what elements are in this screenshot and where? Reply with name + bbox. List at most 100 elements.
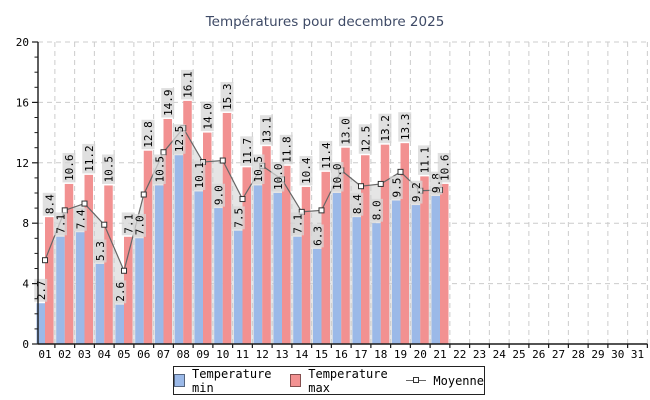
- x-tick-label: 29: [591, 348, 604, 361]
- bar-min-11: [234, 230, 243, 344]
- value-label-box: [370, 198, 383, 222]
- value-label-text: 7.4: [74, 209, 87, 229]
- value-label-text: 2.6: [114, 282, 127, 302]
- value-label-box: [251, 154, 265, 184]
- x-tick-label: 05: [117, 348, 130, 361]
- value-label-min: 5.3: [93, 239, 107, 263]
- value-label-box: [141, 119, 155, 150]
- value-label-min: 10.0: [271, 162, 285, 192]
- x-tick-label: 09: [196, 348, 209, 361]
- x-tick-label: 12: [256, 348, 269, 361]
- bar-min-08: [174, 155, 184, 344]
- x-tick-label: 13: [275, 348, 288, 361]
- bar-max-03: [84, 174, 93, 344]
- value-label-box: [212, 183, 225, 207]
- legend-item-min: Temperature min: [174, 367, 281, 395]
- bar-min-20: [411, 205, 421, 344]
- x-tick-label: 26: [532, 348, 545, 361]
- bar-min-06: [135, 238, 144, 344]
- legend-label-min: Temperature min: [192, 366, 272, 395]
- average-marker: [160, 149, 167, 156]
- x-tick-label: 11: [236, 348, 249, 361]
- bar-max-18: [380, 144, 390, 344]
- legend: Temperature min Temperature max Moyenne: [173, 366, 485, 395]
- bar-max-08: [183, 100, 192, 344]
- value-label-min: 10.0: [330, 162, 344, 192]
- average-marker: [358, 183, 364, 190]
- bar-min-10: [214, 208, 223, 344]
- average-marker: [61, 207, 68, 214]
- bar-max-14: [301, 186, 311, 344]
- value-label-max: 15.3: [220, 81, 234, 112]
- bar-max-01: [45, 217, 54, 344]
- value-label-min: 7.0: [133, 213, 147, 237]
- x-tick-label: 30: [611, 348, 624, 361]
- x-tick-label: 19: [394, 348, 407, 361]
- value-label-box: [192, 160, 206, 190]
- value-label-box: [54, 212, 67, 236]
- value-label-box: [93, 239, 107, 263]
- legend-item-avg: Moyenne: [406, 374, 484, 388]
- value-label-box: [113, 280, 127, 304]
- value-label-box: [291, 212, 304, 236]
- value-label-box: [231, 206, 245, 230]
- value-label-text: 7.1: [292, 214, 305, 234]
- value-label-min: 10.5: [152, 154, 166, 184]
- value-label-box: [121, 212, 135, 236]
- value-label-max: 16.1: [181, 69, 195, 100]
- y-tick-label: 16: [16, 96, 29, 109]
- value-label-text: 10.6: [63, 154, 76, 181]
- average-marker: [42, 257, 48, 264]
- value-label-box: [350, 192, 364, 216]
- x-tick-label: 21: [433, 348, 446, 361]
- value-label-max: 12.8: [141, 119, 155, 150]
- value-label-text: 10.4: [300, 157, 313, 184]
- value-label-max: 11.8: [279, 134, 293, 165]
- value-label-box: [299, 155, 313, 186]
- average-marker: [318, 207, 325, 214]
- value-label-text: 7.0: [134, 215, 147, 235]
- bar-min-02: [56, 236, 65, 344]
- value-label-min: 6.3: [310, 224, 324, 248]
- value-label-text: 10.6: [438, 154, 451, 181]
- average-marker: [239, 196, 246, 203]
- value-label-max: 13.2: [378, 113, 392, 144]
- value-label-min: 7.4: [73, 207, 87, 231]
- x-tick-label: 01: [38, 348, 51, 361]
- value-label-text: 10.1: [193, 162, 206, 189]
- value-label-box: [319, 140, 333, 171]
- x-tick-label: 10: [216, 348, 229, 361]
- value-label-box: [310, 224, 324, 248]
- value-label-box: [133, 213, 146, 237]
- average-marker: [121, 267, 127, 274]
- value-label-min: 8.0: [370, 198, 384, 222]
- x-tick-label: 24: [493, 348, 507, 361]
- value-label-text: 15.3: [221, 83, 234, 110]
- value-label-max: 13.3: [398, 112, 412, 142]
- value-label-box: [73, 207, 87, 231]
- value-label-min: 7.5: [231, 206, 245, 230]
- value-label-box: [161, 88, 175, 118]
- bar-min-13: [273, 193, 282, 344]
- x-tick-label: 20: [414, 348, 427, 361]
- value-label-box: [339, 116, 352, 147]
- value-label-min: 7.1: [54, 212, 68, 236]
- value-label-min: 10.1: [192, 160, 206, 190]
- value-label-text: 16.1: [182, 71, 195, 98]
- value-label-text: 11.7: [241, 138, 254, 165]
- bar-max-11: [242, 167, 251, 344]
- value-label-box: [389, 176, 403, 200]
- value-label-text: 12.5: [359, 126, 372, 153]
- value-label-text: 9.5: [390, 178, 403, 198]
- bar-max-13: [282, 165, 291, 344]
- y-tick-label: 0: [22, 338, 29, 351]
- value-label-max: 13.0: [339, 116, 353, 147]
- x-tick-label: 07: [157, 348, 170, 361]
- x-tick-label: 14: [295, 348, 309, 361]
- bar-max-02: [64, 183, 74, 344]
- value-label-text: 10.5: [252, 156, 265, 183]
- x-tick-label: 15: [315, 348, 328, 361]
- value-label-box: [152, 154, 166, 184]
